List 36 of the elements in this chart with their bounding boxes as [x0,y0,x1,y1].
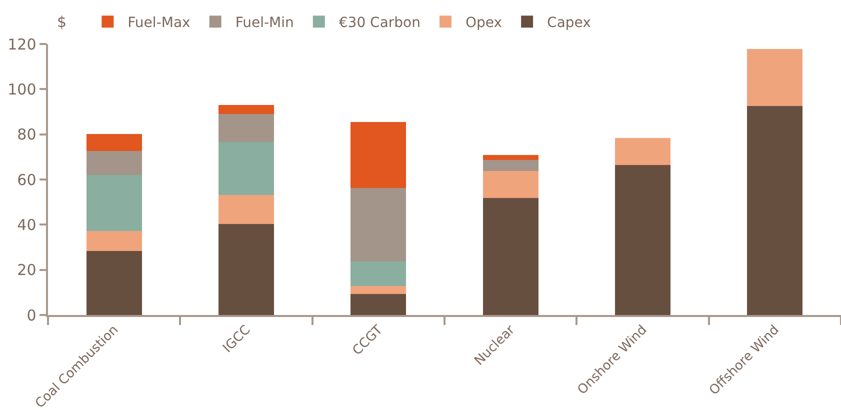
legend-label: Opex [465,15,502,32]
y-tick-label: 20 [17,261,36,280]
bar [350,188,406,262]
y-tick-label: 40 [17,216,36,234]
legend-label: €30 Carbon [338,15,420,32]
y-tick-label: 60 [17,170,36,189]
bar [747,106,803,315]
bar [482,170,538,198]
bar [86,134,142,152]
legend-label: Capex [547,15,591,32]
bar [482,155,538,160]
bar [86,230,142,252]
bar [86,251,142,315]
bar [86,151,142,175]
y-tick-label: 120 [8,35,36,54]
bar [350,122,406,188]
bar [482,198,538,315]
bar [218,104,274,114]
bar [218,224,274,315]
legend-label: Fuel-Max [128,15,190,32]
bar [218,195,274,224]
bar [615,138,671,166]
bar [482,160,538,171]
y-tick-label: 100 [8,80,36,98]
y-tick-label: 80 [17,126,36,144]
bar [350,262,406,286]
bar [218,114,274,142]
bar [615,165,671,315]
bar [218,142,274,196]
bar [86,174,142,231]
bar [350,286,406,294]
bar [747,48,803,106]
y-tick-label: 0 [26,306,36,324]
y-axis-title: $ [57,13,67,31]
bar [350,294,406,315]
legend-label: Fuel-Min [235,15,294,32]
